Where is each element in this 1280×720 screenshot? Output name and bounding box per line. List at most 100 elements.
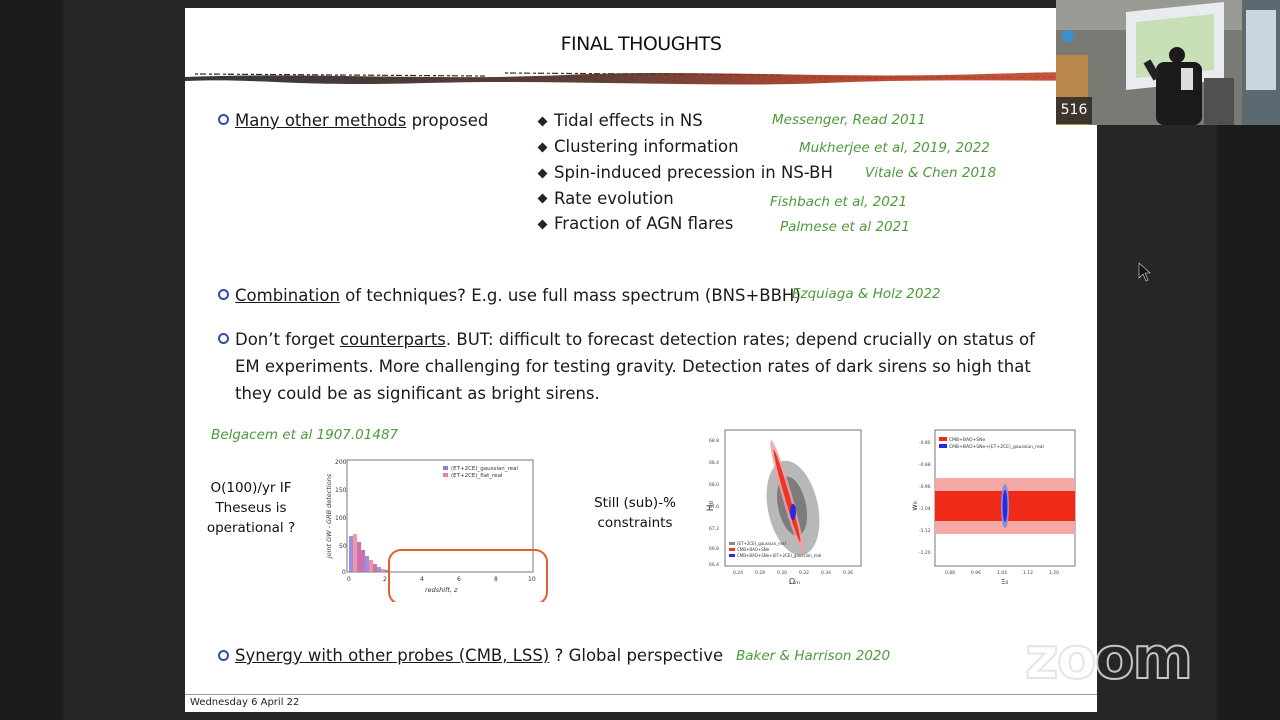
- bullet-marker: [218, 114, 229, 125]
- right-letterbox: [1217, 125, 1280, 720]
- contour-xtick: 0.36: [843, 570, 853, 576]
- w0-ytick: -0.96: [919, 484, 931, 490]
- contour-xtick: 0.24: [733, 570, 743, 576]
- method-tidal: Tidal effects in NS: [554, 111, 703, 130]
- method-agn: Fraction of AGN flares: [554, 214, 734, 233]
- method-spin: Spin-induced precession in NS-BH: [554, 163, 833, 182]
- bullet-combination: Combination of techniques? E.g. use full…: [235, 282, 801, 309]
- bullet-text: proposed: [406, 111, 489, 130]
- shared-slide: FINAL THOUGHTS Many other methods propos…: [185, 8, 1097, 712]
- w0-ytick: -1.04: [919, 506, 931, 512]
- bullet-text-line2: EM experiments. More challenging for tes…: [235, 357, 1031, 376]
- hist-legend-label: (ET+2CE)_flat_real: [451, 473, 503, 479]
- w0-legend-swatch: [939, 444, 947, 448]
- contour-legend-label: (ET+2CE)_gaussian_real: [737, 541, 786, 546]
- hist-bar: [357, 542, 361, 572]
- hist-ytick: 100: [335, 515, 347, 522]
- other-methods-link[interactable]: Many other methods: [235, 111, 407, 130]
- brush-stroke-divider: [185, 72, 1097, 85]
- contour-blue: [790, 504, 796, 520]
- bullet-counterparts: Don’t forget counterparts. BUT: difficul…: [235, 326, 1035, 407]
- w0-xlabel: Ξ₀: [1001, 578, 1008, 586]
- counterparts-link[interactable]: counterparts: [339, 330, 446, 349]
- hist-bar: [361, 550, 365, 572]
- combination-link[interactable]: Combination: [235, 286, 340, 305]
- bullet-text-line3: they could be as significant as bright s…: [235, 384, 600, 403]
- speaker-video-scene: [1056, 0, 1280, 125]
- hist-bar: [377, 567, 381, 572]
- synergy-link[interactable]: Synergy with other probes (CMB, LSS): [235, 646, 550, 665]
- participant-count-badge: 516: [1056, 97, 1092, 124]
- contour-legend-swatch: [729, 554, 735, 557]
- w0-blue-inner: [1002, 490, 1008, 522]
- left-letterbox: [0, 0, 63, 720]
- w0-xtick: 0.88: [945, 570, 955, 576]
- bullet-marker: [218, 650, 229, 661]
- w0-ytick: -0.80: [919, 440, 931, 446]
- highlight-oval: [388, 549, 548, 602]
- cite-mukherjee: Mukherjee et al, 2019, 2022: [799, 140, 990, 156]
- bullet-text: Don’t forget: [235, 330, 340, 349]
- contour-xtick: 0.28: [755, 570, 765, 576]
- mouse-cursor-icon: [1138, 262, 1151, 282]
- still-line: Still (sub)-%: [594, 495, 676, 511]
- hist-xtick: 0: [347, 576, 351, 583]
- contour-xtick: 0.32: [799, 570, 809, 576]
- contour-xtick: 0.34: [821, 570, 831, 576]
- cite-messenger: Messenger, Read 2011: [772, 112, 926, 128]
- hist-legend-swatch: [443, 466, 448, 470]
- w0-ytick: -1.12: [919, 528, 931, 534]
- hist-xtick: 10: [528, 576, 536, 583]
- o100-note: O(100)/yr IF Theseus is operational ?: [203, 478, 299, 538]
- w0-xtick: 1.04: [997, 570, 1007, 576]
- contour-ytick: 68.0: [709, 482, 719, 488]
- o100-line: Theseus is: [215, 500, 287, 516]
- contour-ytick: 68.8: [709, 438, 719, 444]
- w0-xtick: 1.12: [1023, 570, 1033, 576]
- w0-legend-label: CMB+BAO+SNe+(ET+2CE)_gaussian_real: [949, 444, 1044, 450]
- still-line: constraints: [597, 515, 673, 531]
- contour-legend-label: CMB+BAO+SNe+(ET+2CE)_gaussian_real: [737, 553, 821, 558]
- hist-bar: [353, 534, 357, 572]
- w0-legend-label: CMB+BAO+SNe: [949, 437, 986, 443]
- hist-xtick: 8: [494, 576, 498, 583]
- contour-ytick: 67.2: [709, 526, 719, 532]
- diamond-bullet: [537, 193, 548, 204]
- contour-ytick: 67.6: [709, 504, 719, 510]
- bullet-marker: [218, 289, 229, 300]
- hist-bar: [385, 570, 389, 572]
- hist-ytick: 200: [335, 459, 347, 466]
- footer-date: Wednesday 6 April 22: [190, 697, 300, 708]
- cite-belgacem: Belgacem et al 1907.01487: [211, 427, 399, 443]
- contour-ylabel: H₀: [706, 500, 716, 511]
- hist-ylabel: joint GW - GRB detections: [325, 473, 333, 559]
- method-rate: Rate evolution: [554, 189, 674, 208]
- contour-xlabel: Ωₘ: [789, 577, 800, 586]
- w0-xtick: 1.20: [1049, 570, 1059, 576]
- hist-ytick: 50: [339, 543, 347, 550]
- hist-bar: [381, 569, 385, 572]
- bullet-text: of techniques? E.g. use full mass spectr…: [339, 286, 801, 305]
- hist-xlabel: redshift, z: [425, 586, 458, 594]
- contour-ytick: 68.4: [709, 460, 719, 466]
- w0-ytick: -0.88: [919, 462, 931, 468]
- w0-ylabel: w₀: [910, 501, 919, 511]
- hist-ytick: 150: [335, 487, 347, 494]
- speaker-video-thumbnail[interactable]: [1056, 0, 1280, 125]
- o100-line: operational ?: [206, 520, 296, 536]
- contour-legend-swatch: [729, 548, 735, 551]
- cite-palmese: Palmese et al 2021: [780, 219, 910, 235]
- contour-legend-swatch: [729, 542, 735, 545]
- diamond-bullet: [537, 142, 548, 153]
- cite-baker: Baker & Harrison 2020: [736, 648, 891, 664]
- contour-legend-label: CMB+BAO+SNe: [737, 547, 770, 552]
- hist-legend-swatch: [443, 473, 448, 477]
- cite-fishbach: Fishbach et al, 2021: [770, 194, 908, 210]
- diamond-bullet: [537, 219, 548, 230]
- method-clustering: Clustering information: [554, 137, 739, 156]
- contour-ytick: 66.8: [709, 546, 719, 552]
- contour-xtick: 0.30: [777, 570, 787, 576]
- bullet-text: . BUT: difficult to forecast detection r…: [445, 330, 1035, 349]
- bullet-text: ? Global perspective: [549, 646, 724, 665]
- diamond-bullet: [537, 168, 548, 179]
